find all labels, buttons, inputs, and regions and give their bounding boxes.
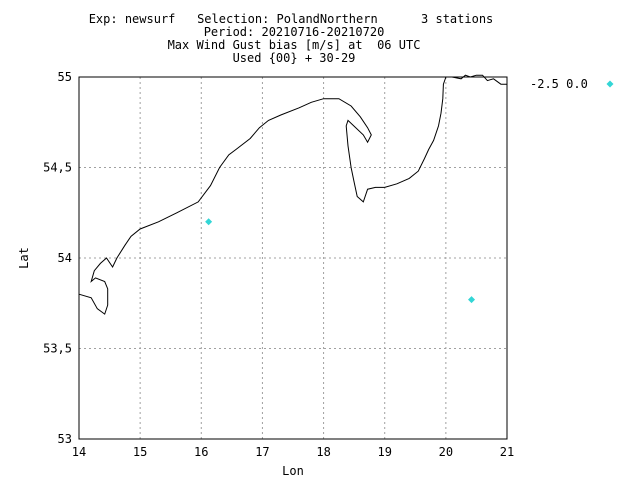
legend-label: -2.5 0.0 xyxy=(530,77,588,91)
data-points xyxy=(205,218,476,304)
x-axis-label: Lon xyxy=(282,464,304,478)
legend-marker xyxy=(606,80,614,88)
header-line4: Used {00} + 30-29 xyxy=(233,51,356,65)
y-tick-label: 54,5 xyxy=(43,161,72,175)
header-line2: Period: 20210716-20210720 xyxy=(204,25,385,39)
y-tick-label: 53,5 xyxy=(43,342,72,356)
x-tick-label: 17 xyxy=(255,445,269,459)
y-axis-label: Lat xyxy=(17,247,31,269)
x-tick-label: 14 xyxy=(72,445,86,459)
x-tick-label: 20 xyxy=(439,445,453,459)
x-tick-label: 19 xyxy=(377,445,391,459)
y-tick-label: 55 xyxy=(58,70,72,84)
x-tick-label: 15 xyxy=(133,445,147,459)
x-tick-label: 18 xyxy=(316,445,330,459)
x-tick-label: 16 xyxy=(194,445,208,459)
y-tick-label: 54 xyxy=(58,251,72,265)
coastline xyxy=(78,74,507,315)
coastline-segment xyxy=(78,76,447,315)
grid xyxy=(79,77,507,439)
plot-frame xyxy=(78,76,508,440)
station-point xyxy=(468,296,476,304)
y-tick-label: 53 xyxy=(58,432,72,446)
x-tick-label: 21 xyxy=(500,445,514,459)
station-point xyxy=(205,218,213,226)
header-line3: Max Wind Gust bias [m/s] at 06 UTC xyxy=(168,38,421,52)
header-line1: Exp: newsurf Selection: PolandNorthern 3… xyxy=(89,12,494,26)
tick-labels: 14 15 16 17 18 19 20 21 53 53,5 54 54,5 55 xyxy=(43,70,514,459)
